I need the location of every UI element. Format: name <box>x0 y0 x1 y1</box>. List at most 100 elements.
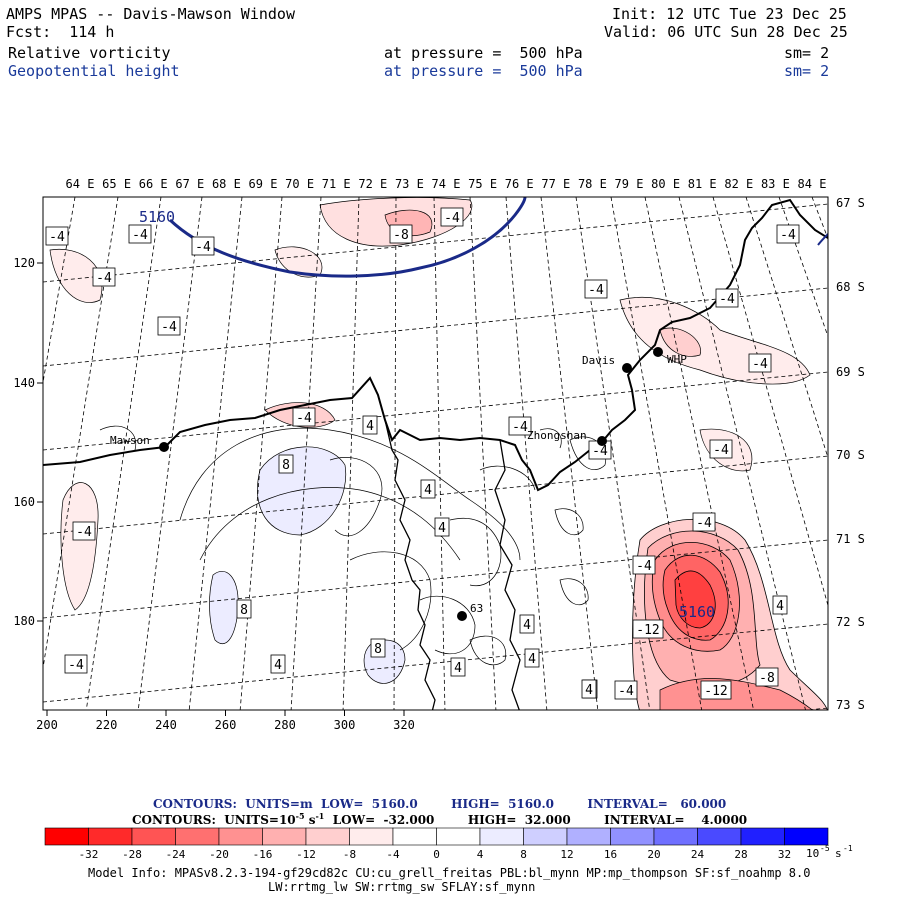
contour-label-box <box>632 619 664 639</box>
longitude-label: 74 E <box>432 177 461 191</box>
field1-smooth: sm= 2 <box>784 44 830 62</box>
vorticity-contours <box>99 425 607 666</box>
longitude-label: 79 E <box>615 177 644 191</box>
colorbar-swatch <box>784 827 829 846</box>
contour-label-box <box>450 657 466 677</box>
field2-level: at pressure = 500 hPa <box>384 62 583 80</box>
colorbar-swatch <box>175 827 220 846</box>
colorbar-tick-label: -12 <box>296 848 316 861</box>
longitude-label: 66 E <box>139 177 168 191</box>
contour-label-box <box>692 512 716 532</box>
contour-label-box <box>581 679 597 699</box>
colorbar-swatch <box>653 827 698 846</box>
contour-label-text: 4 <box>528 652 536 667</box>
contour-label: -8 <box>755 667 779 687</box>
field1-name: Relative vorticity <box>8 44 171 62</box>
latitude-label: 71 S <box>836 532 865 546</box>
colorbar-swatch <box>523 827 568 846</box>
contour-label-box <box>270 654 286 674</box>
colorbar-tick-label: 20 <box>647 848 660 861</box>
colorbar-tick-label: 4 <box>477 848 484 861</box>
contour-label-box <box>45 226 69 246</box>
vort-unit-exp: -5 <box>295 811 305 821</box>
contour-label-text: -4 <box>161 320 177 335</box>
longitude-label: 76 E <box>505 177 534 191</box>
colorbar-tick-label: 24 <box>691 848 705 861</box>
colorbar-swatch <box>218 827 263 846</box>
longitude-label: 84 E <box>798 177 827 191</box>
contour-label-text: 4 <box>585 683 593 698</box>
x-tick-label: 260 <box>215 718 237 732</box>
x-tick-label: 220 <box>96 718 118 732</box>
contour-label-box <box>420 479 436 499</box>
valid-time: Valid: 06 UTC Sun 28 Dec 25 <box>604 23 848 41</box>
contour-label-text: -12 <box>704 684 727 699</box>
contour-label: 4 <box>450 657 466 677</box>
parallels <box>43 203 828 710</box>
contour-label-text: 4 <box>776 599 784 614</box>
station-marker <box>159 442 169 452</box>
colorbar-swatch <box>44 827 89 846</box>
contour-label-text: -4 <box>444 211 460 226</box>
vort-unit-left: CONTOURS: UNITS=10 <box>132 813 296 827</box>
contour-label: 4 <box>270 654 286 674</box>
ice-boundary-east <box>494 439 521 710</box>
colorbar-tick-label: 0 <box>433 848 440 861</box>
contour-label-box <box>72 521 96 541</box>
contour-label-text: 8 <box>240 603 248 618</box>
contour-label: -4 <box>614 680 638 700</box>
colorbar-unit-s-exp: -1 <box>843 844 853 853</box>
contour-label: -4 <box>584 279 608 299</box>
contour-label: 4 <box>524 648 540 668</box>
longitude-label: 83 E <box>761 177 790 191</box>
colorbar-swatch <box>131 827 176 846</box>
contour-label: -4 <box>64 654 88 674</box>
contour-label: 4 <box>420 479 436 499</box>
contour-label-box <box>64 654 88 674</box>
station-label: 63 <box>470 602 483 615</box>
latitude-label: 73 S <box>836 698 865 712</box>
contour-label: -4 <box>588 440 612 460</box>
contour-label-text: 4 <box>274 658 282 673</box>
model-info-line1: Model Info: MPASv8.2.3-194-gf29cd82c CU:… <box>88 866 811 880</box>
contour-label: -4 <box>715 288 739 308</box>
contour-label: -4 <box>191 236 215 256</box>
station-label: Mawson <box>110 434 150 447</box>
contour-label: -4 <box>748 353 772 373</box>
x-tick-label: 320 <box>393 718 415 732</box>
contour-label-box <box>92 267 116 287</box>
contour-label-box <box>128 224 152 244</box>
contour-label: -4 <box>776 224 800 244</box>
colorbar-swatch <box>740 827 785 846</box>
contour-label-box <box>614 680 638 700</box>
contour-label-box <box>776 224 800 244</box>
contour-label-box <box>362 415 378 435</box>
latitude-label: 72 S <box>836 615 865 629</box>
stations: Mawson Davis WHP Zhongshan 63 <box>110 347 687 621</box>
contour-label-text: -4 <box>512 420 528 435</box>
contour-label: -4 <box>692 512 716 532</box>
station-marker <box>653 347 663 357</box>
colorbar-tick-label: 12 <box>560 848 573 861</box>
station-label: Davis <box>582 354 615 367</box>
contour-label-box <box>292 407 316 427</box>
height-contour-label: 5160 <box>679 603 715 621</box>
latitude-label: 67 S <box>836 196 865 210</box>
contour-label-text: -4 <box>96 271 112 286</box>
colorbar-tick-label: 28 <box>734 848 747 861</box>
latitude-label: 69 S <box>836 365 865 379</box>
contour-label-text: -8 <box>393 228 409 243</box>
colorbar-swatch <box>88 827 133 846</box>
contour-label-text: -4 <box>752 357 768 372</box>
contour-label: 4 <box>362 415 378 435</box>
longitude-label: 70 E <box>285 177 314 191</box>
height-contour-label: 5160 <box>139 208 175 226</box>
contour-label: 8 <box>278 454 294 474</box>
colorbar-swatch <box>305 827 350 846</box>
vorticity-contours-info: CONTOURS: UNITS=10-5 s-1 LOW= -32.000 HI… <box>132 811 747 827</box>
contour-label-text: -4 <box>132 228 148 243</box>
longitude-label: 82 E <box>724 177 753 191</box>
station-label: WHP <box>667 353 687 366</box>
longitude-label: 77 E <box>541 177 570 191</box>
